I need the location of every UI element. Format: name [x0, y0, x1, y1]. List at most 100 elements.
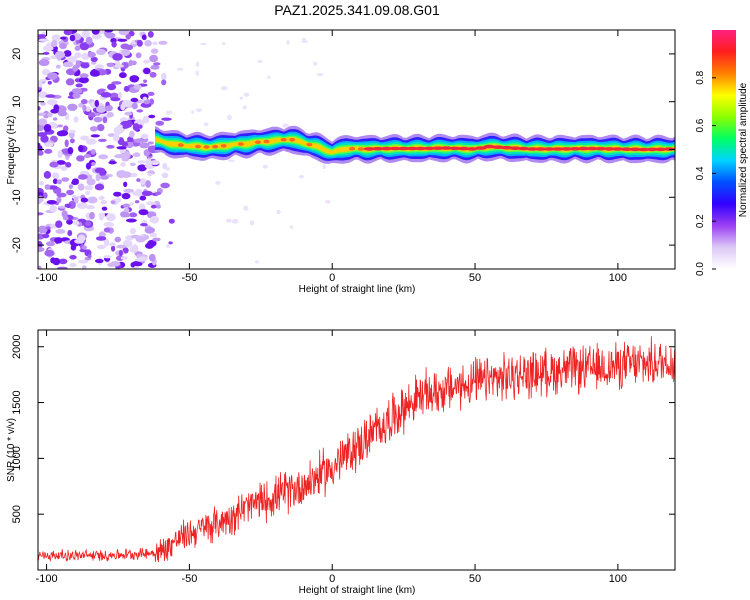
noise-blob: [46, 200, 57, 205]
noise-blob: [145, 180, 152, 188]
noise-blob: [76, 202, 88, 209]
noise-blob: [67, 230, 73, 237]
noise-blob: [130, 227, 136, 235]
snr-y-ticks: 500 1000 1500 2000: [11, 335, 675, 523]
noise-blob: [80, 99, 88, 105]
noise-blob: [136, 178, 141, 182]
noise-blob: [103, 255, 112, 259]
noise-blob: [94, 99, 100, 107]
noise-blob: [152, 237, 161, 242]
signal-core: [220, 144, 227, 148]
noise-blob: [117, 38, 128, 42]
noise-blob: [139, 178, 147, 185]
noise-blob: [243, 205, 249, 211]
noise-blob: [161, 79, 167, 86]
noise-blob: [195, 61, 200, 67]
noise-blob: [286, 40, 290, 45]
noise-blob: [69, 138, 75, 144]
noise-blob: [105, 105, 113, 112]
noise-blob: [55, 64, 61, 69]
noise-blob: [56, 160, 66, 165]
noise-blob: [46, 241, 55, 247]
colorbar-label: Normalized spectral amplitude: [738, 82, 749, 217]
noise-blob: [64, 139, 69, 148]
noise-blob: [89, 69, 100, 77]
noise-blob: [95, 173, 101, 182]
noise-blob: [52, 257, 61, 266]
snr-x-ticks: -100 -50 0 50 100: [36, 330, 627, 585]
signal-core: [389, 146, 402, 151]
noise-blob: [107, 83, 117, 91]
noise-blob: [125, 33, 131, 40]
noise-blob: [242, 105, 247, 110]
noise-blob: [254, 260, 260, 264]
noise-blob: [106, 111, 114, 118]
noise-blob: [111, 41, 117, 48]
signal-core: [560, 147, 573, 151]
noise-blob: [110, 261, 121, 267]
signal-core: [431, 146, 444, 150]
noise-blob: [55, 220, 63, 228]
noise-blob: [46, 99, 58, 106]
signal-core: [423, 146, 436, 151]
noise-blob: [90, 149, 96, 155]
noise-blob: [276, 209, 281, 215]
noise-blob: [161, 72, 167, 81]
noise-blob: [40, 135, 49, 143]
signal-core: [646, 147, 659, 152]
noise-blob: [150, 215, 160, 224]
noise-blob: [80, 62, 90, 69]
noise-blob: [77, 259, 89, 264]
noise-blob: [86, 178, 96, 186]
noise-blob: [38, 59, 50, 67]
noise-blob: [113, 191, 122, 197]
noise-blob: [149, 54, 159, 63]
noise-blob: [143, 67, 151, 75]
noise-blob: [56, 130, 66, 137]
noise-blob: [61, 210, 68, 218]
signal-core: [203, 145, 210, 149]
noise-blob: [147, 31, 154, 38]
colorbar: 0.0 0.2 0.4 0.6 0.8 Normalized spectral ampl…: [695, 30, 749, 276]
noise-blob: [116, 244, 127, 249]
noise-blob: [38, 112, 47, 116]
noise-blob: [69, 254, 77, 260]
noise-blob: [82, 104, 87, 112]
noise-blob: [96, 124, 105, 132]
noise-blob: [146, 201, 156, 206]
noise-blob: [91, 33, 102, 40]
noise-blob: [73, 196, 79, 204]
noise-blob: [123, 207, 130, 213]
noise-blob: [257, 59, 263, 64]
noise-blob: [90, 126, 98, 132]
noise-blob: [90, 56, 98, 63]
noise-blob: [109, 242, 116, 247]
noise-blob: [221, 42, 226, 46]
snr-y-tick-label: 1000: [11, 446, 23, 470]
noise-blob: [108, 161, 117, 165]
noise-blob: [132, 244, 138, 250]
noise-blob: [38, 225, 48, 234]
signal-core: [551, 147, 564, 151]
snr-y-tick-label: 1500: [11, 390, 23, 414]
colorbar-gradient: [712, 30, 736, 269]
noise-blob: [78, 103, 84, 108]
noise-blob: [155, 120, 164, 126]
noise-blob: [96, 105, 107, 113]
noise-blob: [160, 182, 170, 189]
noise-blob: [139, 195, 147, 201]
noise-blob: [57, 266, 68, 269]
signal-core: [543, 147, 556, 151]
noise-blob: [47, 80, 52, 85]
noise-blob: [227, 114, 232, 121]
noise-blob: [152, 41, 158, 46]
noise-blob: [49, 161, 59, 168]
noise-blob: [113, 133, 120, 142]
spectrogram-y-tick-label: -20: [11, 237, 23, 253]
noise-blob: [45, 94, 56, 98]
noise-blob: [89, 211, 95, 220]
snr-x-tick-label: 50: [469, 573, 481, 585]
noise-blob: [80, 197, 89, 203]
snr-frame: [37, 329, 676, 571]
